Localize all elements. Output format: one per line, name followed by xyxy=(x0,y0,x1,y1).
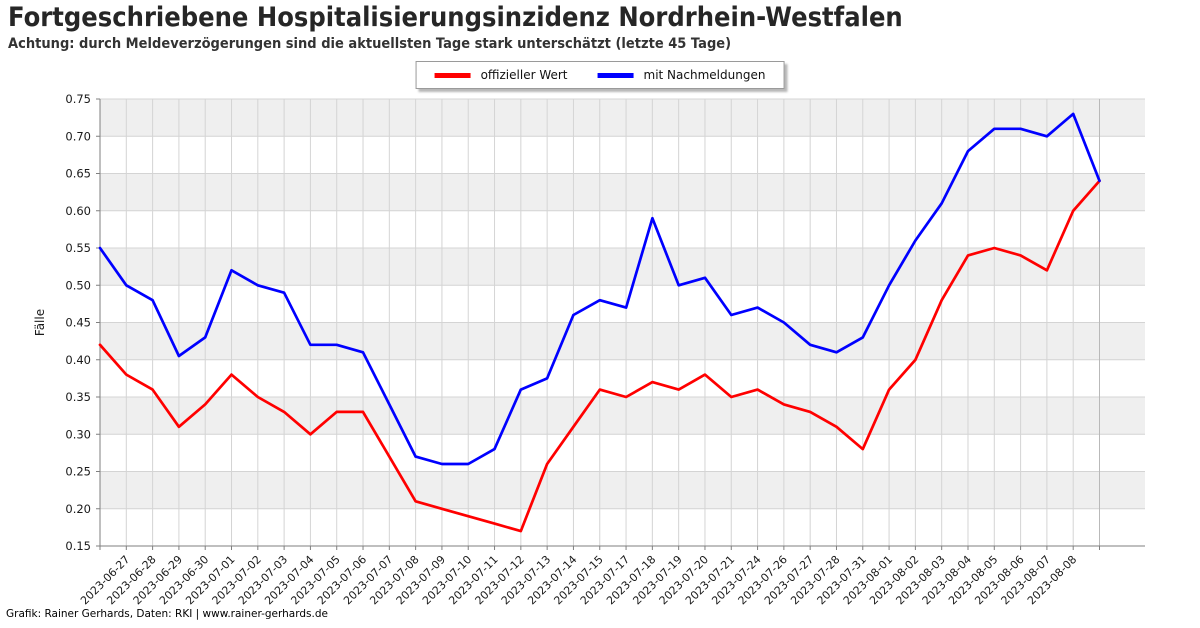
chart-subtitle: Achtung: durch Meldeverzögerungen sind d… xyxy=(8,36,732,52)
background-bands xyxy=(100,99,1145,509)
svg-text:0.75: 0.75 xyxy=(65,92,91,106)
legend-label-mit-nachmeldungen: mit Nachmeldungen xyxy=(643,68,766,82)
y-axis-title: Fälle xyxy=(33,309,47,336)
svg-text:0.35: 0.35 xyxy=(65,390,91,404)
legend: offizieller Wert mit Nachmeldungen xyxy=(415,61,785,89)
x-axis-labels: 2023-06-272023-06-282023-06-292023-06-30… xyxy=(78,553,1079,607)
svg-text:0.55: 0.55 xyxy=(65,241,91,255)
axes xyxy=(96,98,1145,550)
legend-label-offizieller-wert: offizieller Wert xyxy=(480,68,568,82)
svg-text:0.65: 0.65 xyxy=(65,167,91,181)
series-line-offizieller-wert xyxy=(98,179,1101,533)
svg-text:0.25: 0.25 xyxy=(65,465,91,479)
svg-text:0.30: 0.30 xyxy=(65,427,91,441)
svg-text:0.20: 0.20 xyxy=(65,502,91,516)
svg-text:0.40: 0.40 xyxy=(65,353,91,367)
legend-swatch-red-line-icon xyxy=(434,72,471,78)
x-gridlines xyxy=(125,99,1100,546)
svg-text:0.45: 0.45 xyxy=(65,316,91,330)
svg-text:0.60: 0.60 xyxy=(65,204,91,218)
legend-item-offizieller-wert: offizieller Wert xyxy=(434,68,568,82)
svg-text:0.70: 0.70 xyxy=(65,129,91,143)
chart-title: Fortgeschriebene Hospitalisierungsinzide… xyxy=(8,2,903,33)
svg-text:0.50: 0.50 xyxy=(65,278,91,292)
legend-swatch-blue-line-icon xyxy=(597,72,634,78)
svg-text:0.15: 0.15 xyxy=(65,539,91,553)
series-line-mit-nachmeldungen xyxy=(98,112,1101,466)
legend-item-mit-nachmeldungen: mit Nachmeldungen xyxy=(597,68,766,82)
footer-credit: Grafik: Rainer Gerhards, Daten: RKI | ww… xyxy=(6,608,328,620)
y-axis-labels: 0.15 0.20 0.25 0.30 0.35 0.40 0.45 0.50 0.55 0.60… xyxy=(65,92,91,553)
